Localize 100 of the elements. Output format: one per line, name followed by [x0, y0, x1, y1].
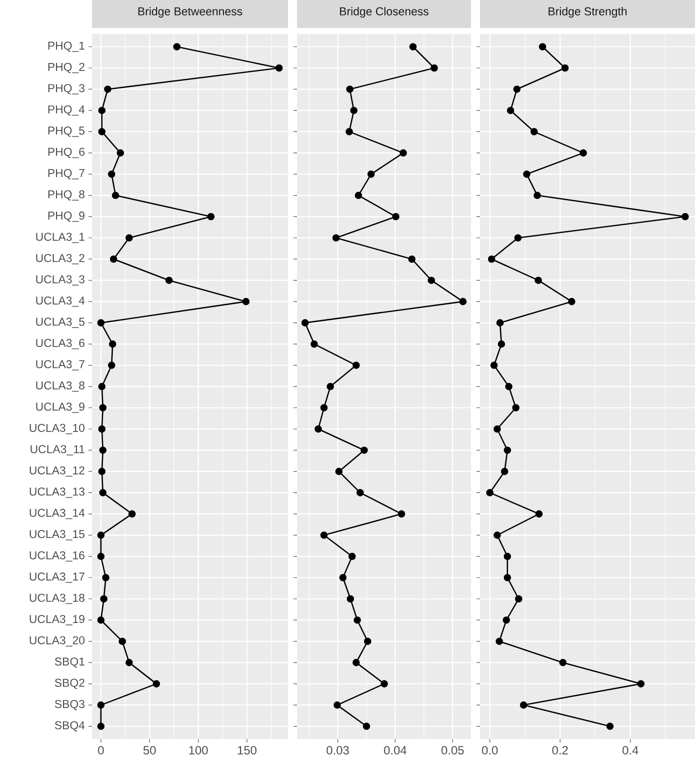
point — [125, 234, 133, 242]
point — [398, 510, 406, 518]
point — [97, 701, 105, 709]
point — [352, 658, 360, 666]
point — [459, 298, 467, 306]
point — [520, 701, 528, 709]
x-tick-label: 150 — [238, 746, 256, 754]
point — [346, 86, 354, 93]
point — [310, 340, 318, 348]
x-tick-label: 0.04 — [384, 746, 406, 754]
point — [108, 362, 116, 369]
point — [430, 64, 438, 72]
x-tick-label: 100 — [189, 746, 208, 754]
point — [128, 510, 136, 518]
y-tick-label: PHQ_3 — [48, 84, 84, 94]
point — [538, 43, 546, 50]
point — [108, 170, 116, 178]
x-tick-label: 0.2 — [552, 746, 568, 754]
point — [360, 446, 368, 454]
point — [559, 658, 567, 666]
point — [346, 128, 353, 136]
point — [112, 192, 120, 200]
point — [98, 382, 106, 390]
point — [494, 532, 501, 539]
y-tick-label: UCLA3_7 — [36, 360, 84, 370]
point — [512, 404, 520, 412]
y-tick-label: PHQ_4 — [48, 105, 85, 116]
point — [606, 722, 614, 730]
x-tick-label: 0.05 — [441, 746, 464, 754]
point — [125, 658, 133, 666]
point — [98, 425, 106, 433]
point — [409, 43, 417, 50]
point — [99, 446, 107, 454]
point — [348, 552, 356, 560]
point — [496, 319, 504, 326]
point — [207, 212, 215, 220]
point — [326, 382, 334, 390]
point — [504, 574, 512, 582]
point — [494, 425, 501, 433]
point — [99, 489, 107, 496]
point — [580, 149, 587, 157]
y-tick-label: UCLA3_11 — [30, 445, 84, 456]
y-tick-label: PHQ_5 — [48, 126, 84, 137]
point — [334, 701, 341, 709]
y-tick-label: UCLA3_13 — [30, 488, 84, 498]
chart-title: Bridge Strength — [548, 7, 627, 18]
point — [314, 425, 322, 433]
point — [275, 64, 283, 72]
point — [97, 319, 105, 326]
y-tick-label: SBQ2 — [54, 678, 84, 689]
y-tick-label: PHQ_9 — [48, 212, 84, 222]
point — [97, 552, 105, 560]
y-tick-label: UCLA3_12 — [30, 466, 84, 477]
point — [523, 170, 530, 178]
x-tick-label: 0 — [98, 746, 104, 754]
point — [502, 616, 510, 624]
point — [561, 64, 569, 72]
point — [99, 404, 107, 412]
point — [104, 86, 112, 93]
point — [165, 276, 173, 284]
point — [367, 170, 375, 178]
point — [428, 276, 436, 284]
y-tick-label: UCLA3_17 — [30, 572, 84, 583]
point — [506, 106, 514, 114]
y-tick-label: UCLA3_1 — [36, 232, 84, 244]
point — [504, 552, 512, 560]
point — [339, 574, 347, 582]
point — [534, 276, 542, 284]
point — [98, 106, 106, 114]
y-tick-label: UCLA3_9 — [36, 402, 84, 413]
point — [346, 595, 354, 603]
point — [100, 595, 108, 603]
point — [350, 106, 358, 114]
y-tick-label: UCLA3_5 — [36, 318, 84, 328]
point — [637, 680, 645, 688]
point — [498, 340, 506, 348]
y-tick-label: PHQ_8 — [48, 190, 84, 201]
y-tick-label: PHQ_6 — [48, 148, 84, 158]
point — [173, 43, 181, 50]
point — [364, 638, 372, 645]
y-tick-label: UCLA3_14 — [30, 508, 85, 520]
point — [380, 680, 388, 688]
y-tick-label: PHQ_1 — [48, 42, 84, 52]
point — [505, 382, 512, 390]
point — [504, 446, 512, 454]
y-tick-label: UCLA3_8 — [36, 381, 84, 392]
y-tick-label: UCLA3_20 — [30, 636, 85, 646]
point — [110, 255, 118, 263]
point — [332, 234, 340, 242]
chart-title: Bridge Betweenness — [138, 7, 242, 18]
point — [568, 298, 576, 306]
point — [362, 722, 370, 730]
point — [118, 638, 126, 645]
point — [352, 362, 360, 369]
point — [320, 532, 328, 539]
point — [513, 86, 521, 93]
point — [98, 468, 106, 476]
point — [354, 192, 362, 200]
point — [108, 340, 116, 348]
point — [392, 212, 400, 220]
